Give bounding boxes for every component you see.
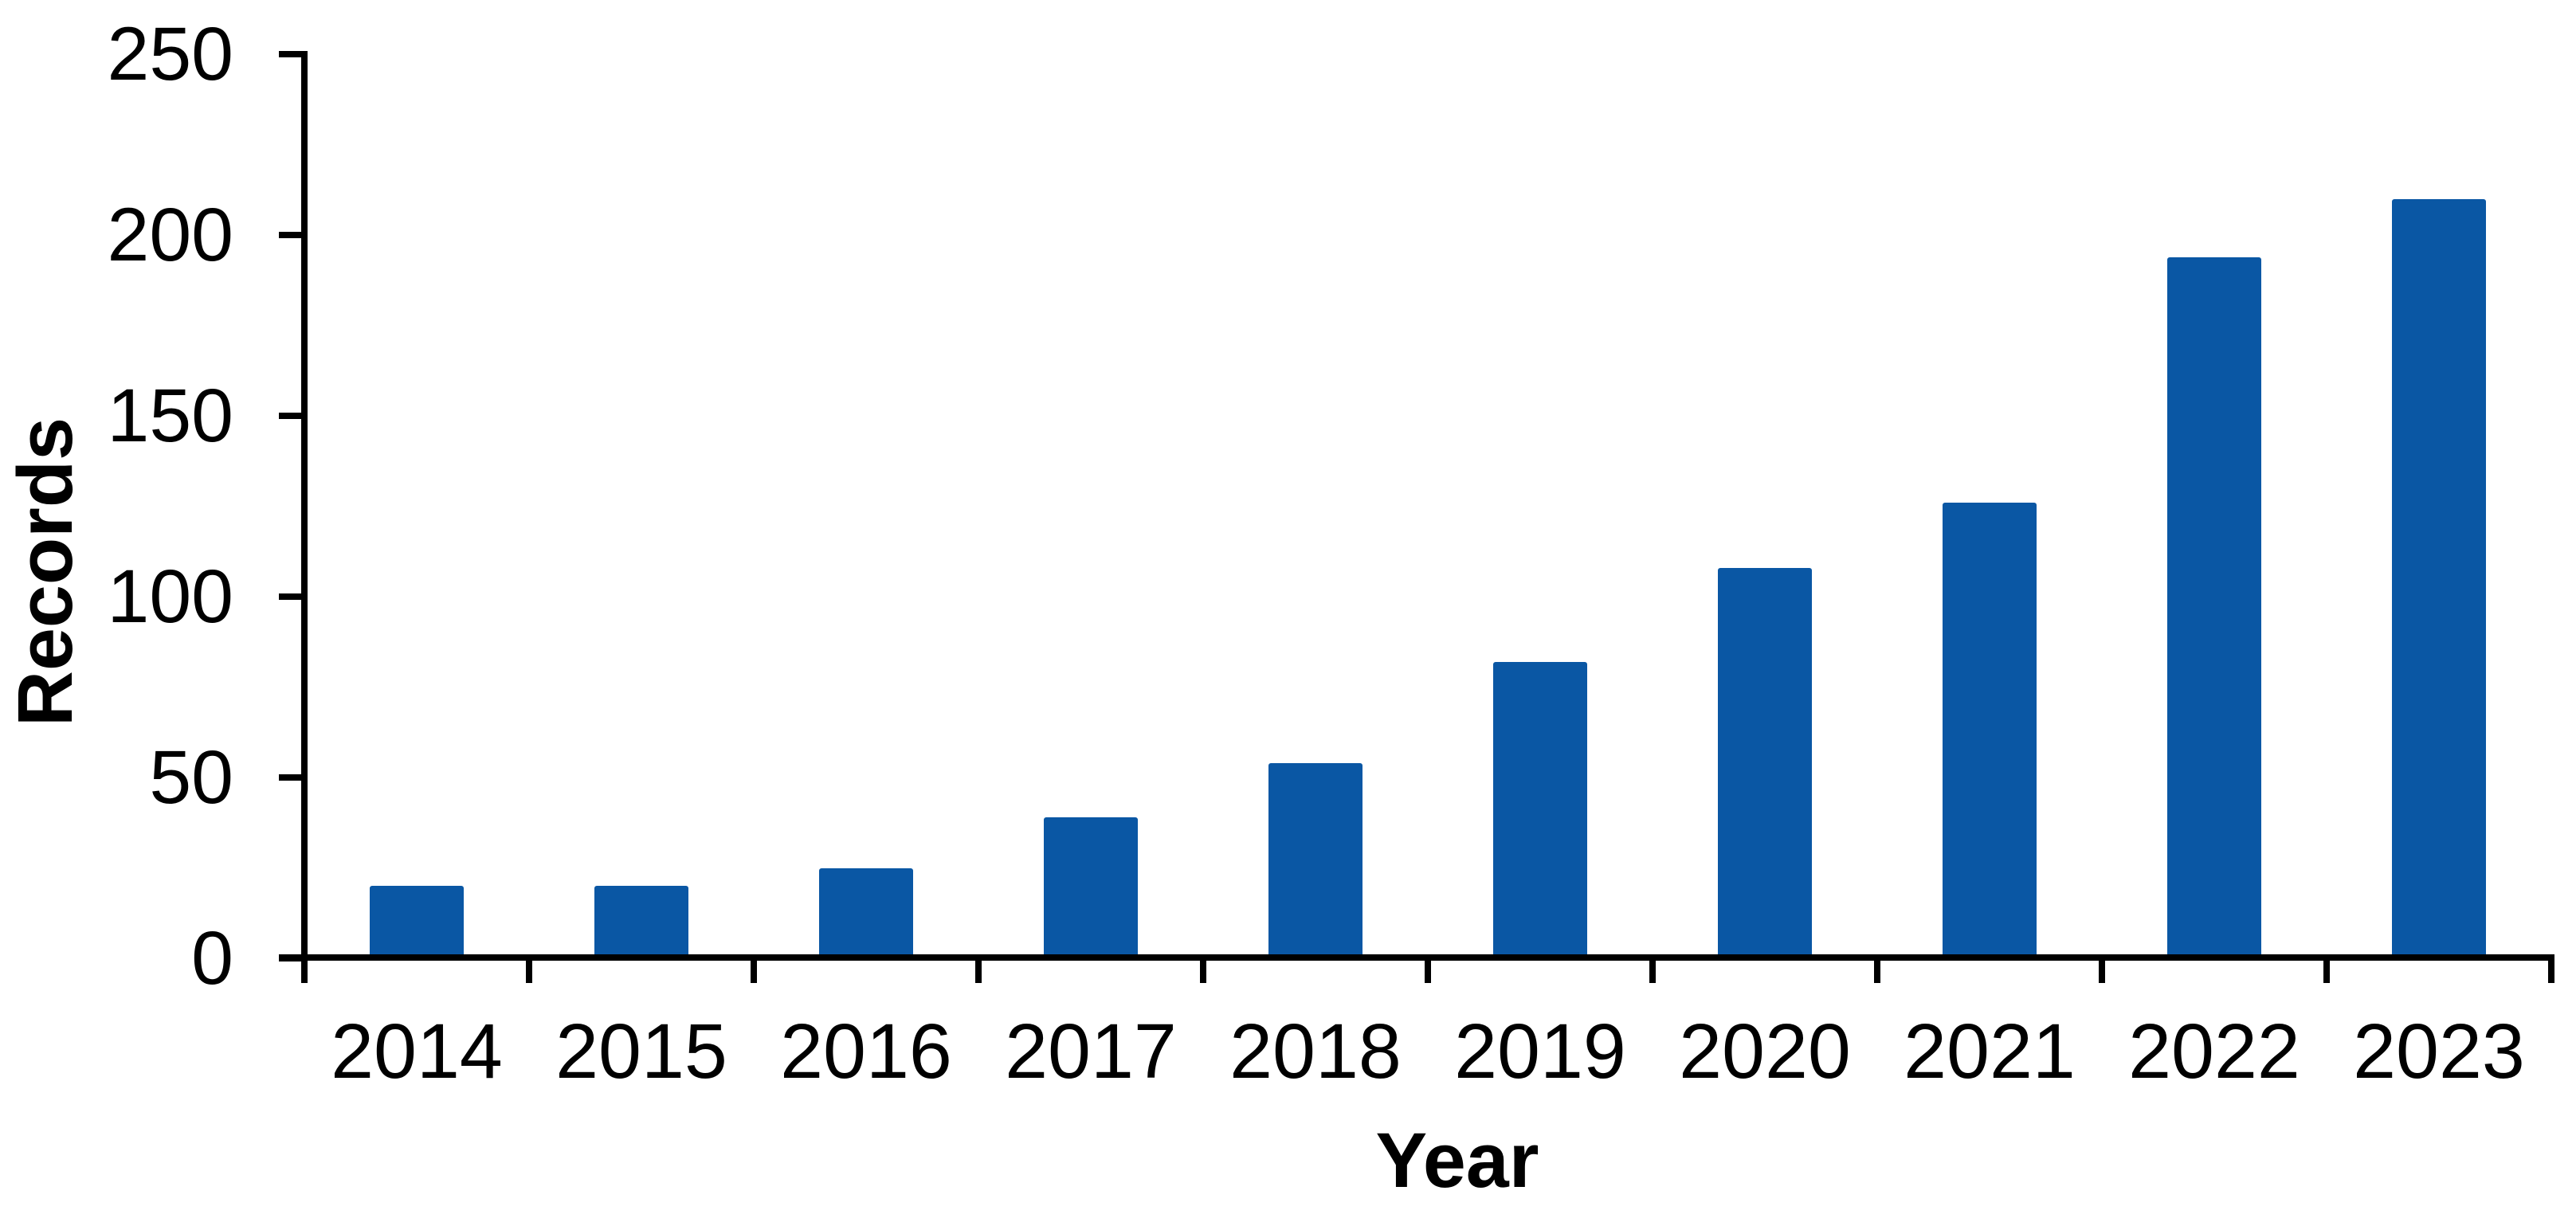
x-axis-tick — [301, 954, 308, 983]
x-tick-label-2020: 2020 — [1679, 1008, 1851, 1095]
bar-2019 — [1493, 662, 1587, 958]
y-axis-line — [301, 51, 308, 981]
bar-2018 — [1268, 763, 1362, 958]
x-axis-tick — [975, 954, 982, 983]
x-axis-tick — [751, 954, 757, 983]
x-tick-label-2018: 2018 — [1229, 1008, 1402, 1095]
y-tick-label-150: 150 — [107, 374, 233, 458]
x-tick-label-2016: 2016 — [780, 1008, 952, 1095]
x-axis-tick — [1874, 954, 1880, 983]
y-tick-label-250: 250 — [107, 12, 233, 96]
x-tick-label-2022: 2022 — [2128, 1008, 2300, 1095]
y-tick-label-0: 0 — [191, 916, 233, 1001]
y-axis-tick — [279, 955, 304, 961]
bar-2015 — [594, 886, 688, 958]
bar-2016 — [819, 868, 913, 958]
x-tick-label-2017: 2017 — [1005, 1008, 1177, 1095]
x-axis-line — [279, 954, 2554, 961]
x-axis-title: Year — [1375, 1117, 1539, 1204]
bar-2014 — [370, 886, 464, 958]
x-tick-label-2021: 2021 — [1904, 1008, 2076, 1095]
x-axis-tick — [2548, 954, 2554, 983]
bar-2021 — [1943, 503, 2037, 958]
y-axis-tick — [279, 51, 304, 57]
x-tick-label-2015: 2015 — [555, 1008, 727, 1095]
x-axis-tick — [1200, 954, 1206, 983]
bar-2020 — [1718, 568, 1812, 958]
x-tick-label-2014: 2014 — [331, 1008, 503, 1095]
y-tick-label-50: 50 — [149, 735, 233, 820]
x-tick-label-2023: 2023 — [2353, 1008, 2525, 1095]
y-axis-tick — [279, 774, 304, 781]
x-axis-tick — [1649, 954, 1656, 983]
x-tick-label-2019: 2019 — [1454, 1008, 1626, 1095]
x-axis-tick — [2323, 954, 2330, 983]
y-tick-label-100: 100 — [107, 554, 233, 639]
y-axis-tick — [279, 413, 304, 419]
bar-2017 — [1044, 817, 1138, 958]
bar-2022 — [2167, 257, 2261, 958]
y-tick-label-200: 200 — [107, 193, 233, 277]
x-axis-tick — [1425, 954, 1431, 983]
x-axis-tick — [2099, 954, 2105, 983]
x-axis-tick — [526, 954, 532, 983]
y-axis-tick — [279, 593, 304, 600]
y-axis-tick — [279, 232, 304, 238]
bar-2023 — [2392, 199, 2486, 958]
